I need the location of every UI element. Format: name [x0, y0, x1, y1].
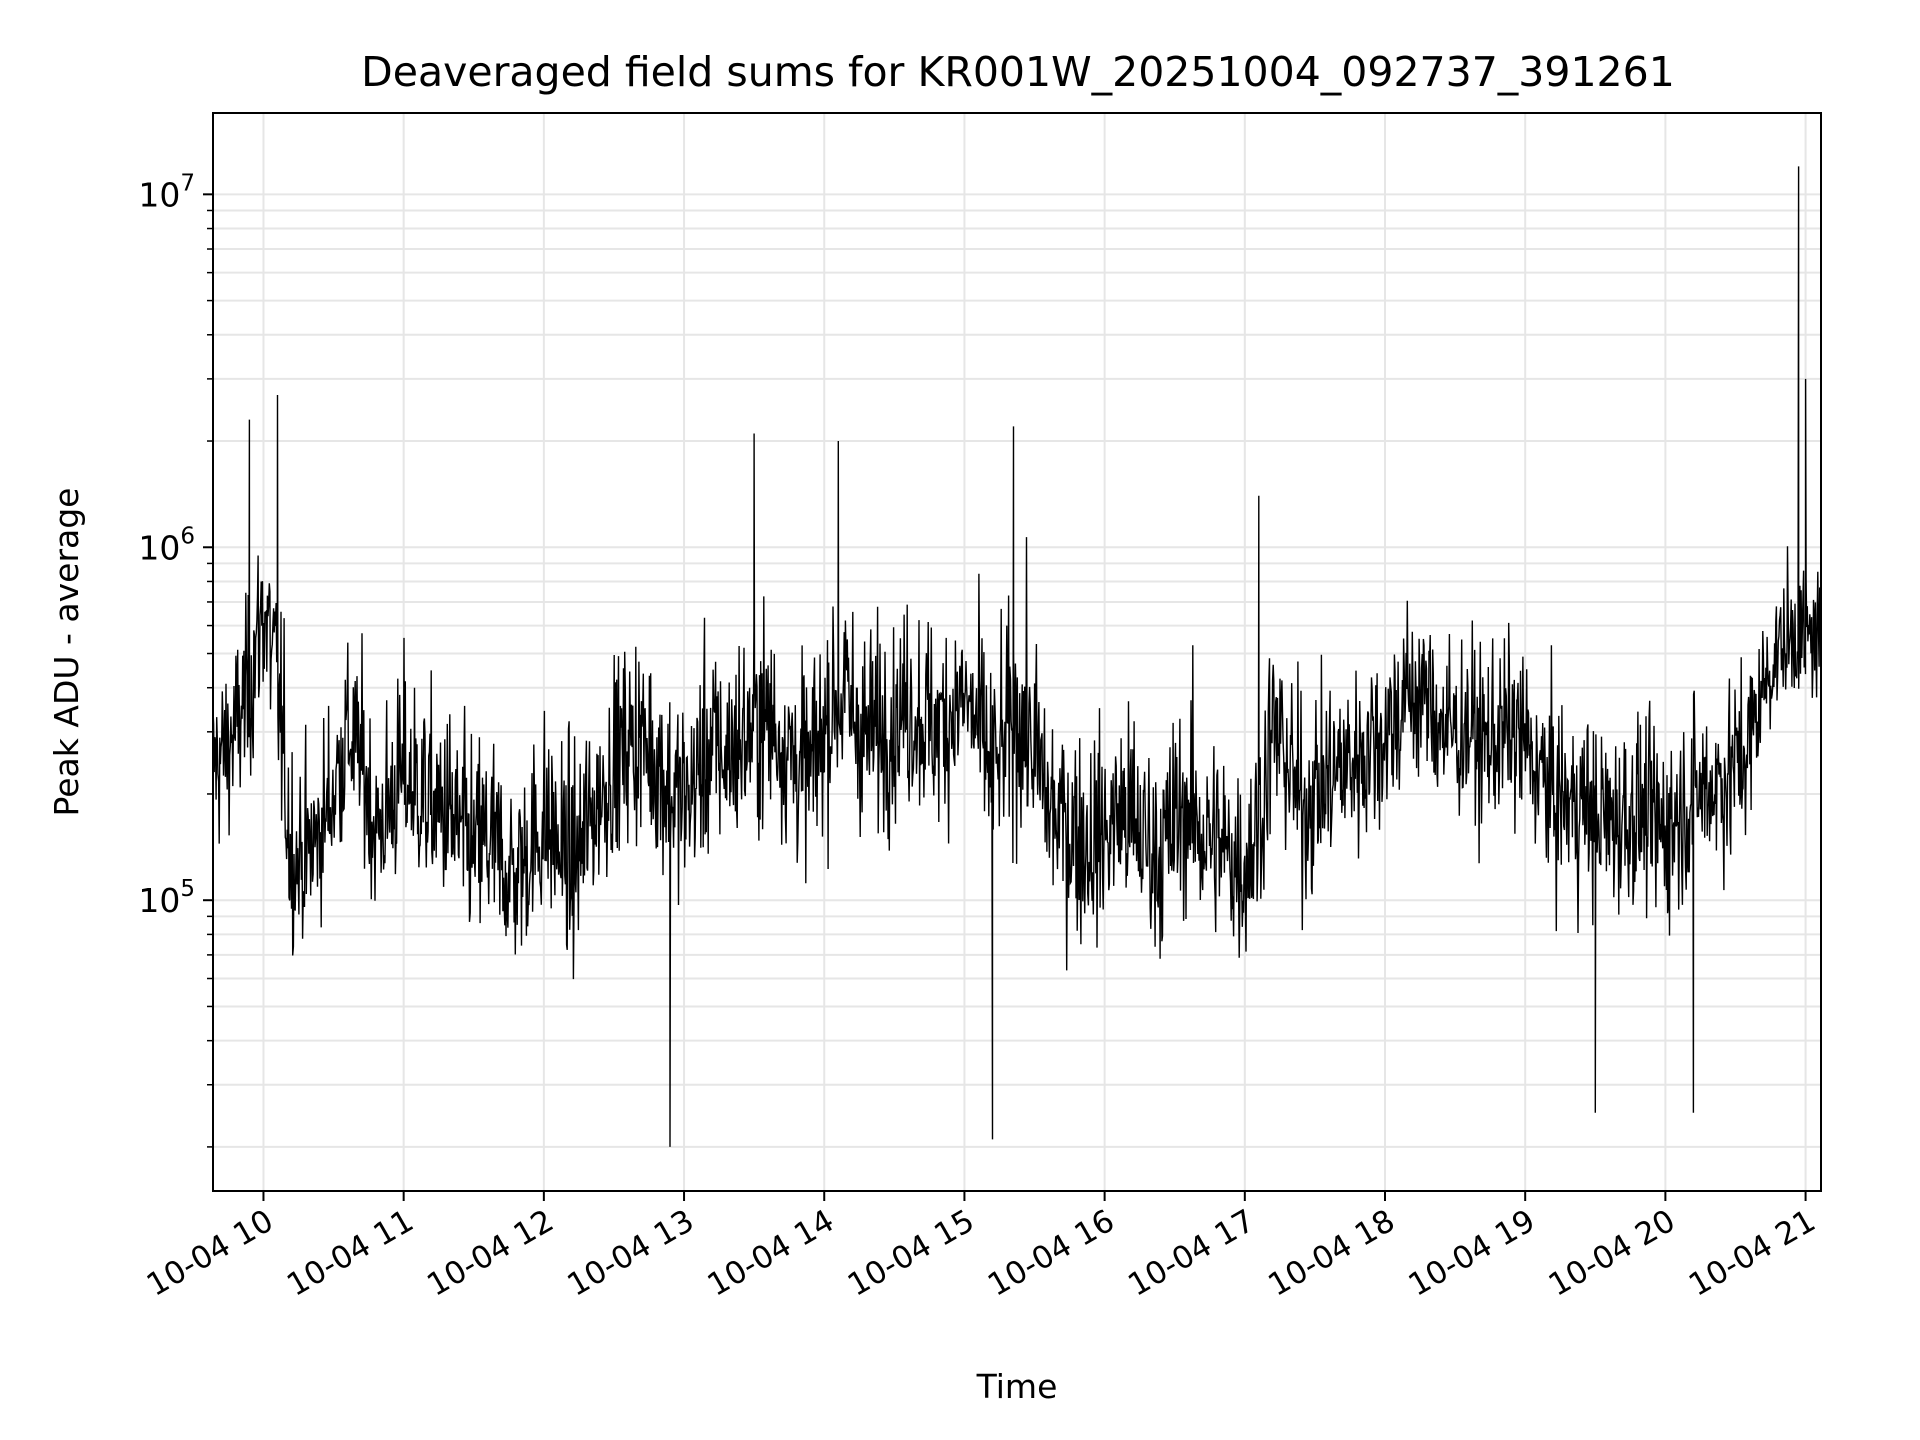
- y-tick-exponent: 6: [180, 523, 195, 549]
- y-tick-label: 106: [138, 523, 195, 567]
- plot-frame: [212, 112, 1822, 1192]
- x-axis-label: Time: [976, 1367, 1058, 1406]
- data-series: [212, 166, 1821, 1147]
- y-tick-base: 10: [138, 881, 180, 920]
- y-tick-base: 10: [138, 528, 180, 567]
- y-axis-label: Peak ADU - average: [47, 488, 86, 817]
- series-line: [212, 166, 1821, 1147]
- chart-title: Deaveraged field sums for KR001W_2025100…: [361, 48, 1675, 96]
- y-tick-label: 105: [138, 876, 195, 920]
- y-tick-label: 107: [138, 170, 195, 214]
- y-tick-exponent: 5: [180, 876, 195, 902]
- y-tick-exponent: 7: [180, 170, 195, 196]
- y-tick-base: 10: [138, 175, 180, 214]
